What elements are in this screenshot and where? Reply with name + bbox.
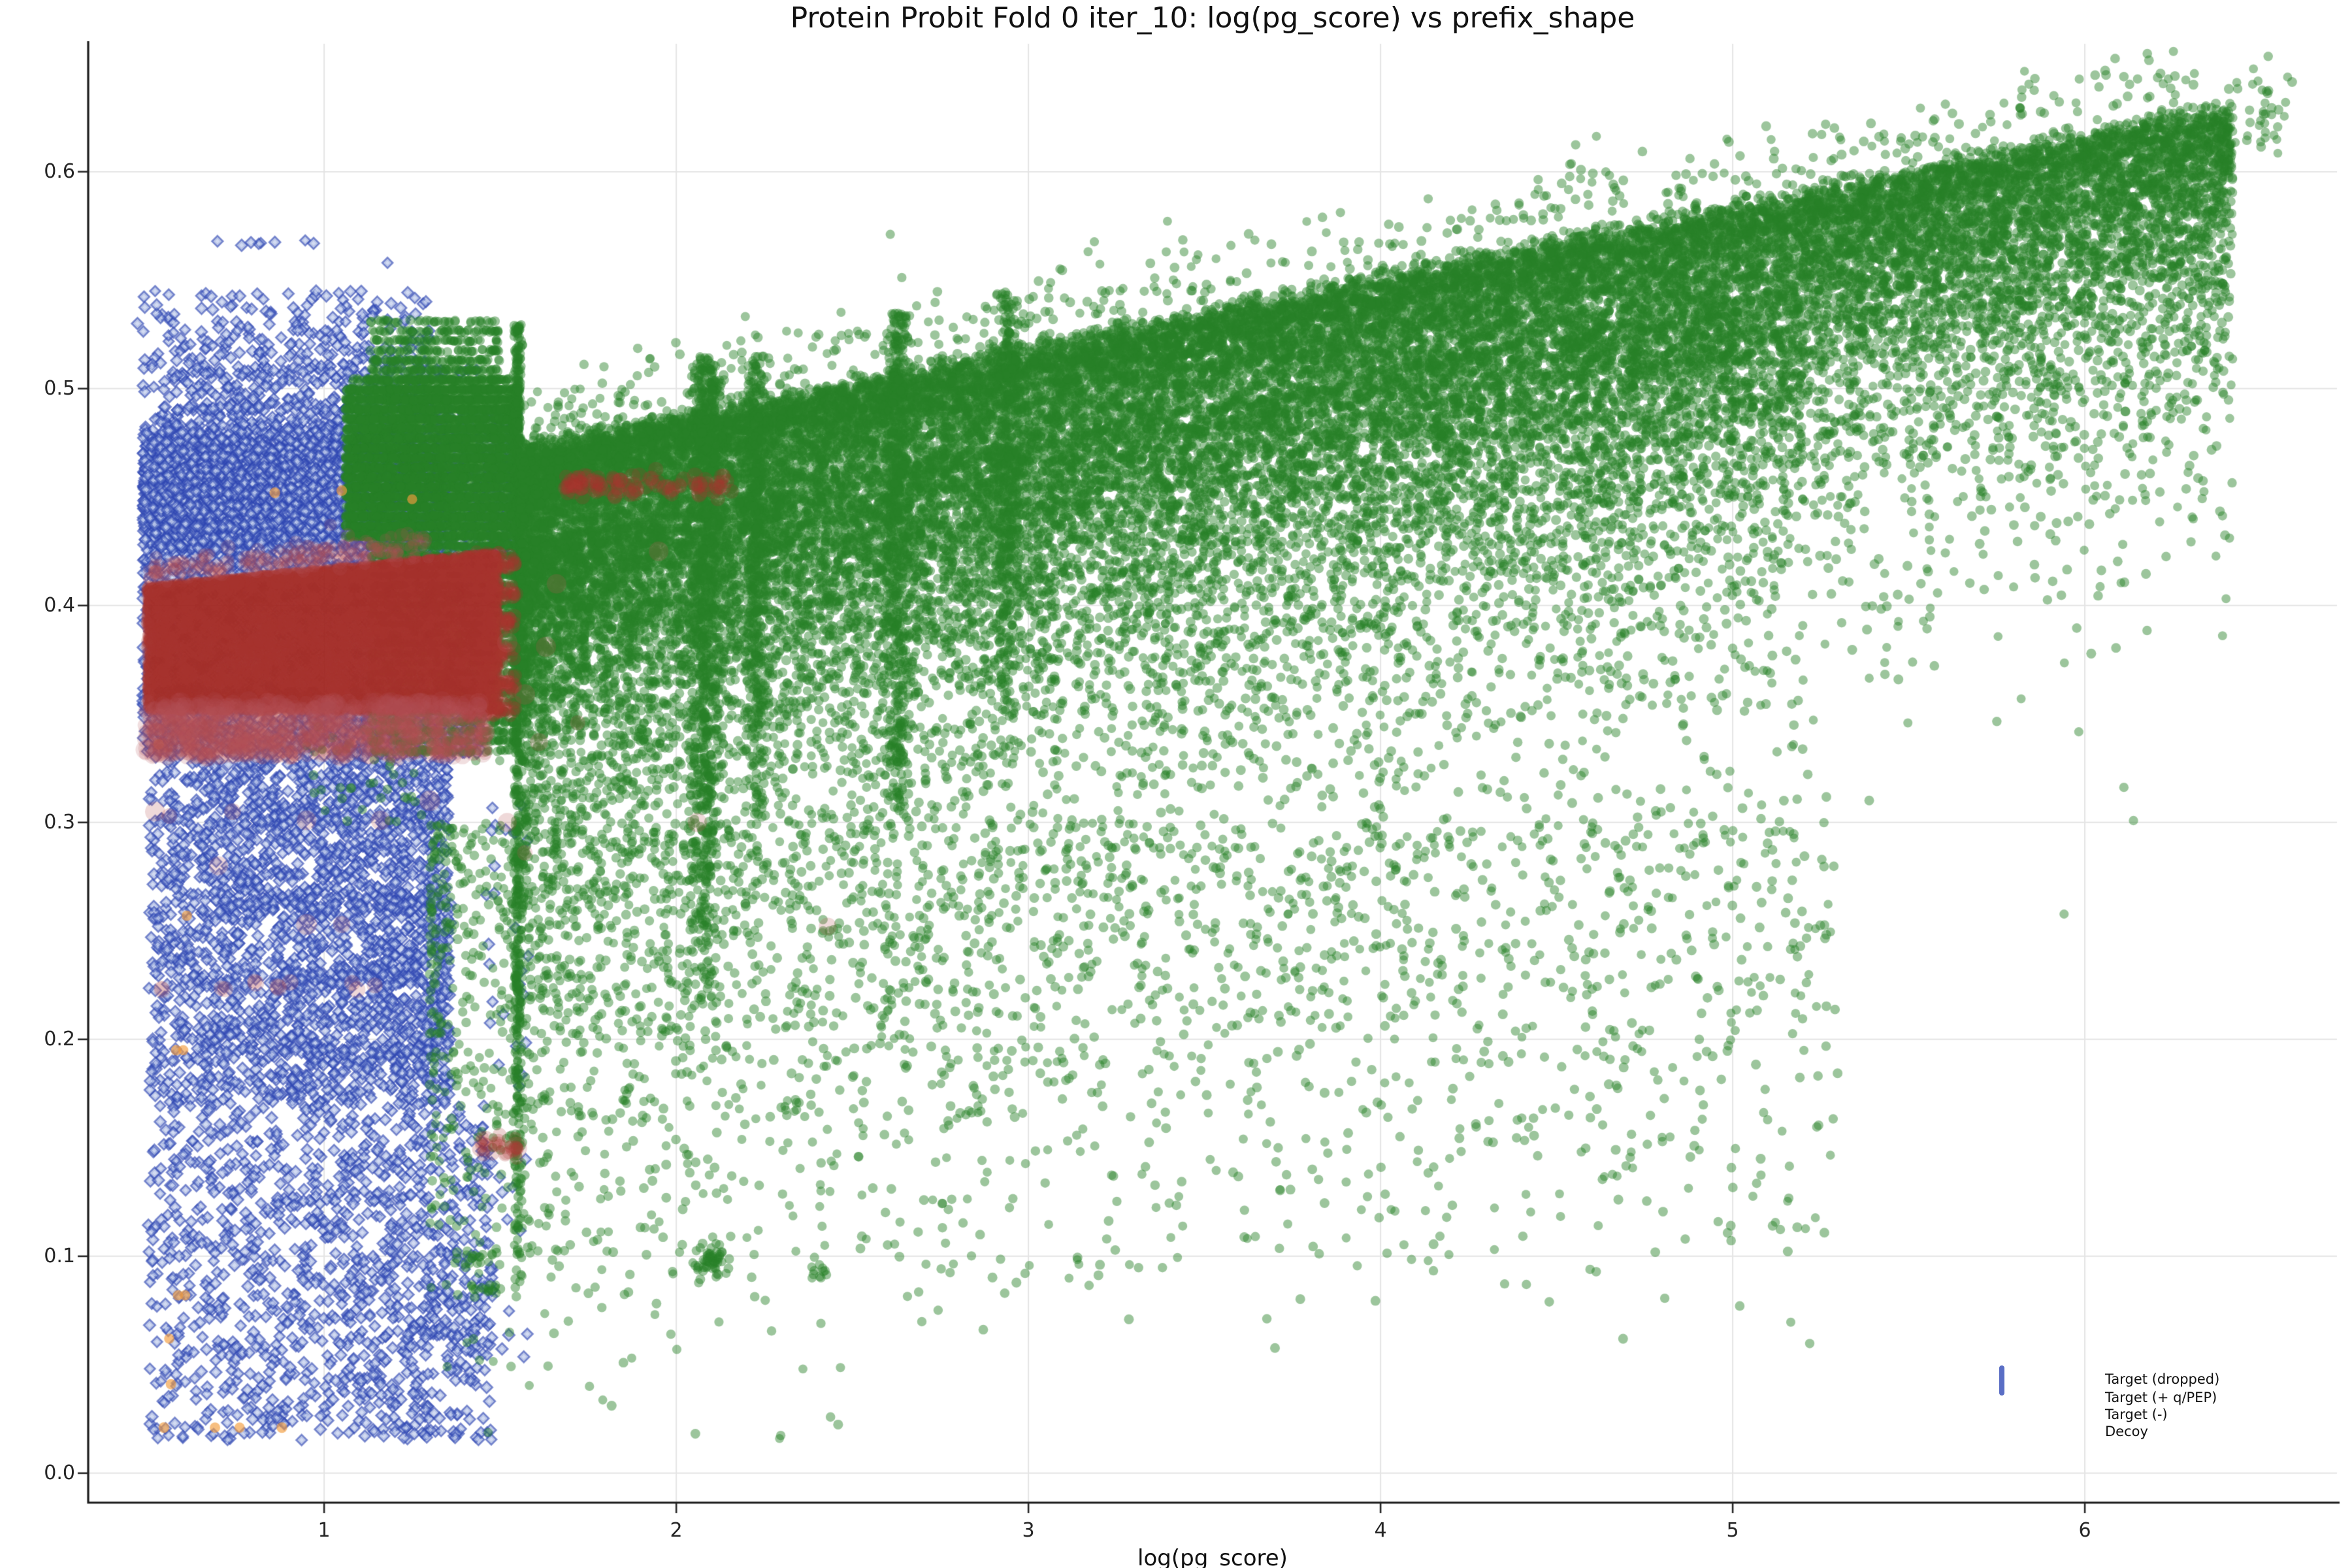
y-tick-label: 0.5 [44, 376, 75, 400]
diamond-icon [1999, 1365, 2004, 1395]
x-tick-label: 1 [318, 1518, 331, 1542]
legend-label: Decoy [2105, 1424, 2148, 1439]
y-tick-label: 0.3 [44, 810, 75, 834]
x-tick-label: 3 [1022, 1518, 1035, 1542]
y-tick-label: 0.0 [44, 1461, 75, 1485]
y-tick-label: 0.1 [44, 1244, 75, 1268]
x-tick-label: 2 [670, 1518, 683, 1542]
x-axis-label: log(pg_score) [1137, 1546, 1288, 1568]
y-tick-label: 0.4 [44, 593, 75, 617]
legend-label: Target (dropped) [2105, 1372, 2220, 1388]
y-tick-label: 0.2 [44, 1027, 75, 1051]
x-tick-label: 6 [2078, 1518, 2091, 1542]
legend-label: Target (-) [2105, 1407, 2168, 1422]
x-tick-label: 4 [1374, 1518, 1387, 1542]
x-tick-label: 5 [1726, 1518, 1739, 1542]
legend-label: Target (+ q/PEP) [2105, 1390, 2217, 1405]
chart-title: Protein Probit Fold 0 iter_10: log(pg_sc… [790, 3, 1635, 35]
y-tick-label: 0.6 [44, 159, 75, 184]
